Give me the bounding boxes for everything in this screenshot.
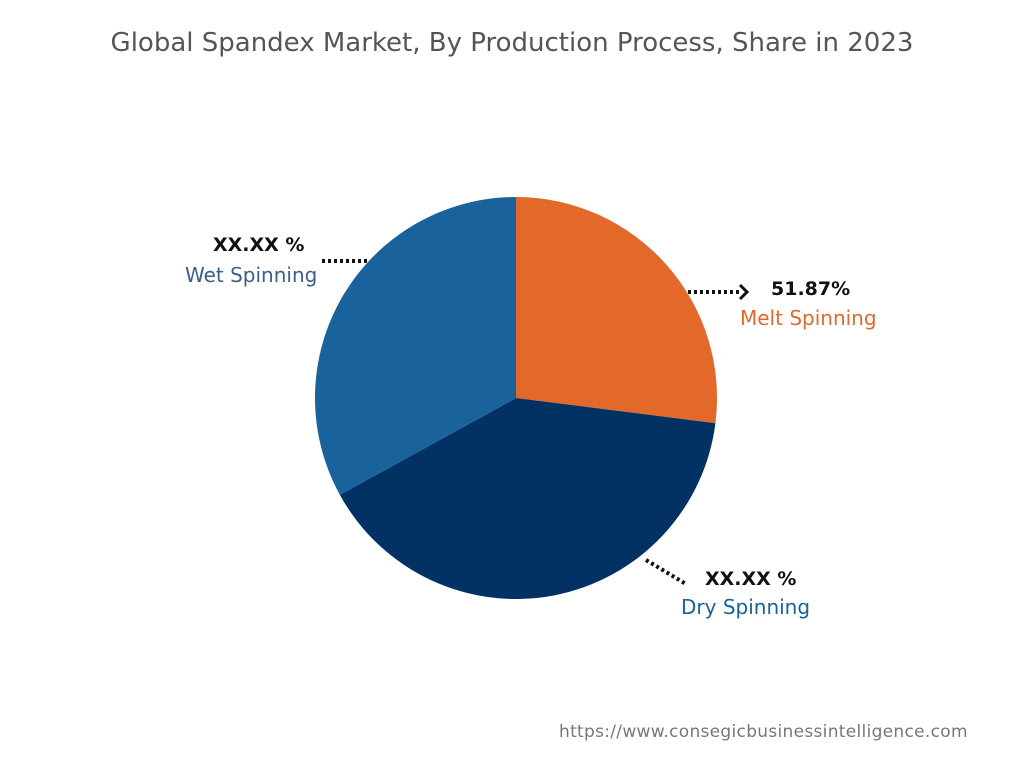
leader-lines <box>322 259 750 586</box>
data-label-melt: 51.87% <box>771 278 851 300</box>
pie-slice-dry-spinning <box>339 398 716 599</box>
category-label-wet: Wet Spinning <box>185 263 318 287</box>
pie-slice-wet-spinning <box>315 197 516 495</box>
category-label-melt: Melt Spinning <box>740 306 877 330</box>
chart-title: Global Spandex Market, By Production Pro… <box>110 28 914 58</box>
arrow-head-melt <box>738 283 750 301</box>
pie-slice-melt-spinning <box>516 197 717 424</box>
leader-line-dry <box>644 558 688 586</box>
category-label-dry: Dry Spinning <box>681 595 811 619</box>
source-url[interactable]: https://www.consegicbusinessintelligence… <box>559 722 968 742</box>
data-label-dry: XX.XX % <box>705 568 797 590</box>
data-label-wet: XX.XX % <box>213 234 305 256</box>
